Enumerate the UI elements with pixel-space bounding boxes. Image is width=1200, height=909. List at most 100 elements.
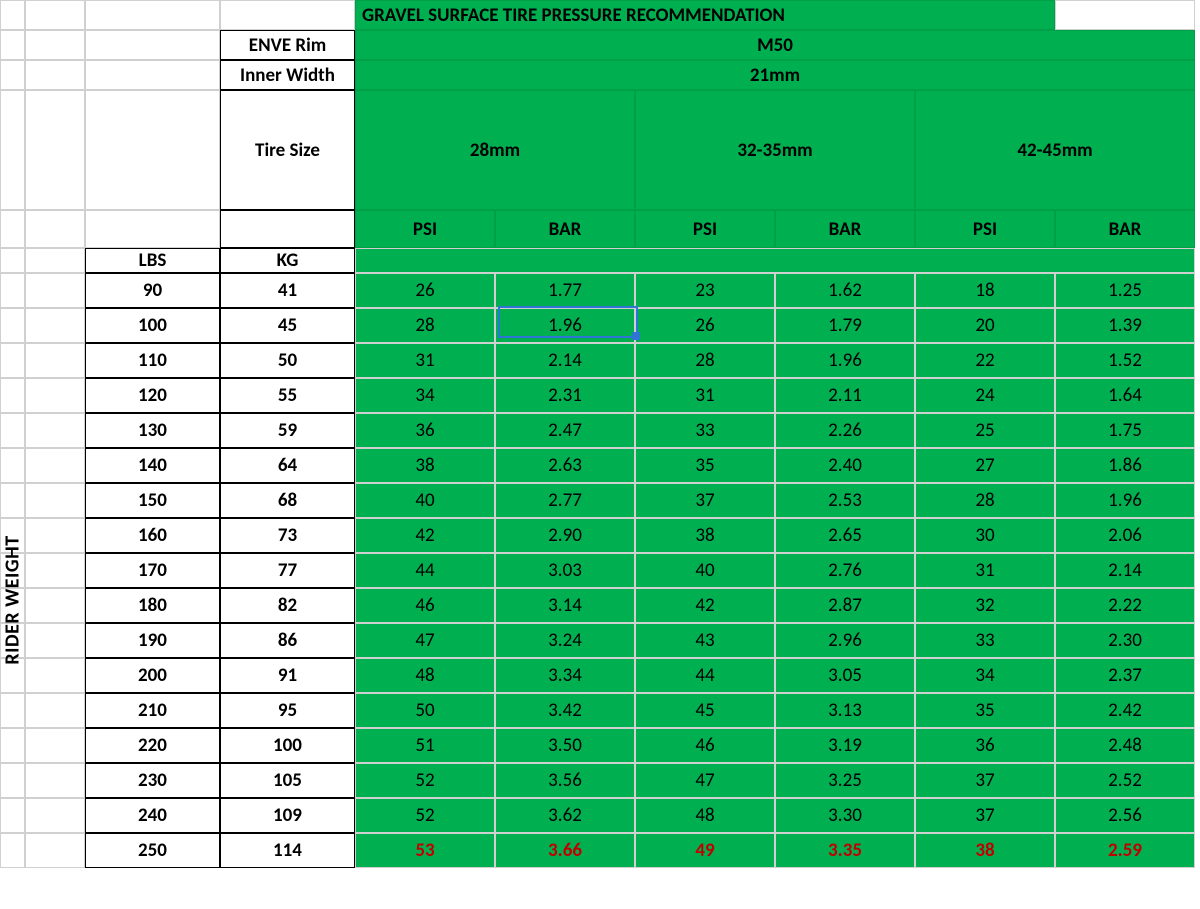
psi-cell[interactable]: 49 bbox=[635, 833, 775, 868]
kg-cell[interactable]: 45 bbox=[220, 308, 355, 343]
bar-cell[interactable]: 3.56 bbox=[495, 763, 635, 798]
blank-cell[interactable] bbox=[25, 378, 85, 413]
kg-cell[interactable]: 77 bbox=[220, 553, 355, 588]
bar-cell[interactable]: 1.52 bbox=[1055, 343, 1195, 378]
bar-cell[interactable]: 3.14 bbox=[495, 588, 635, 623]
psi-cell[interactable]: 20 bbox=[915, 308, 1055, 343]
psi-cell[interactable]: 18 bbox=[915, 273, 1055, 308]
blank-cell[interactable] bbox=[25, 483, 85, 518]
bar-cell[interactable]: 3.66 bbox=[495, 833, 635, 868]
psi-cell[interactable]: 34 bbox=[355, 378, 495, 413]
psi-cell[interactable]: 46 bbox=[635, 728, 775, 763]
kg-cell[interactable]: 50 bbox=[220, 343, 355, 378]
blank-cell[interactable] bbox=[25, 553, 85, 588]
bar-cell[interactable]: 1.96 bbox=[775, 343, 915, 378]
psi-cell[interactable]: 43 bbox=[635, 623, 775, 658]
lbs-cell[interactable]: 190 bbox=[85, 623, 220, 658]
bar-cell[interactable]: 3.05 bbox=[775, 658, 915, 693]
bar-cell[interactable]: 1.62 bbox=[775, 273, 915, 308]
psi-cell[interactable]: 36 bbox=[915, 728, 1055, 763]
lbs-cell[interactable]: 90 bbox=[85, 273, 220, 308]
bar-cell[interactable]: 2.96 bbox=[775, 623, 915, 658]
bar-cell[interactable]: 2.14 bbox=[495, 343, 635, 378]
psi-cell[interactable]: 45 bbox=[635, 693, 775, 728]
bar-cell[interactable]: 2.37 bbox=[1055, 658, 1195, 693]
lbs-cell[interactable]: 150 bbox=[85, 483, 220, 518]
bar-cell[interactable]: 2.77 bbox=[495, 483, 635, 518]
bar-cell[interactable]: 2.56 bbox=[1055, 798, 1195, 833]
bar-cell[interactable]: 2.52 bbox=[1055, 763, 1195, 798]
blank-cell[interactable] bbox=[25, 798, 85, 833]
psi-cell[interactable]: 32 bbox=[915, 588, 1055, 623]
bar-cell[interactable]: 1.39 bbox=[1055, 308, 1195, 343]
kg-cell[interactable]: 109 bbox=[220, 798, 355, 833]
psi-cell[interactable]: 28 bbox=[355, 308, 495, 343]
kg-cell[interactable]: 64 bbox=[220, 448, 355, 483]
lbs-cell[interactable]: 130 bbox=[85, 413, 220, 448]
kg-cell[interactable]: 91 bbox=[220, 658, 355, 693]
bar-cell[interactable]: 3.19 bbox=[775, 728, 915, 763]
psi-cell[interactable]: 38 bbox=[355, 448, 495, 483]
kg-cell[interactable]: 95 bbox=[220, 693, 355, 728]
psi-cell[interactable]: 50 bbox=[355, 693, 495, 728]
psi-cell[interactable]: 51 bbox=[355, 728, 495, 763]
kg-cell[interactable]: 55 bbox=[220, 378, 355, 413]
kg-cell[interactable]: 68 bbox=[220, 483, 355, 518]
psi-cell[interactable]: 47 bbox=[355, 623, 495, 658]
bar-cell[interactable]: 2.48 bbox=[1055, 728, 1195, 763]
psi-cell[interactable]: 42 bbox=[355, 518, 495, 553]
bar-cell[interactable]: 1.25 bbox=[1055, 273, 1195, 308]
bar-cell[interactable]: 2.40 bbox=[775, 448, 915, 483]
psi-cell[interactable]: 31 bbox=[635, 378, 775, 413]
bar-cell[interactable]: 2.26 bbox=[775, 413, 915, 448]
bar-cell[interactable]: 3.50 bbox=[495, 728, 635, 763]
bar-cell[interactable]: 2.59 bbox=[1055, 833, 1195, 868]
lbs-cell[interactable]: 110 bbox=[85, 343, 220, 378]
psi-cell[interactable]: 23 bbox=[635, 273, 775, 308]
blank-cell[interactable] bbox=[25, 413, 85, 448]
blank-cell[interactable] bbox=[25, 308, 85, 343]
psi-cell[interactable]: 26 bbox=[355, 273, 495, 308]
psi-cell[interactable]: 48 bbox=[355, 658, 495, 693]
bar-cell[interactable]: 2.87 bbox=[775, 588, 915, 623]
blank-cell[interactable] bbox=[25, 763, 85, 798]
bar-cell[interactable]: 3.25 bbox=[775, 763, 915, 798]
bar-cell[interactable]: 2.90 bbox=[495, 518, 635, 553]
bar-cell[interactable]: 2.63 bbox=[495, 448, 635, 483]
bar-cell[interactable]: 1.77 bbox=[495, 273, 635, 308]
bar-cell[interactable]: 1.64 bbox=[1055, 378, 1195, 413]
blank-cell[interactable] bbox=[25, 448, 85, 483]
psi-cell[interactable]: 40 bbox=[635, 553, 775, 588]
psi-cell[interactable]: 48 bbox=[635, 798, 775, 833]
psi-cell[interactable]: 28 bbox=[915, 483, 1055, 518]
bar-cell[interactable]: 1.96 bbox=[1055, 483, 1195, 518]
psi-cell[interactable]: 25 bbox=[915, 413, 1055, 448]
psi-cell[interactable]: 38 bbox=[635, 518, 775, 553]
bar-cell[interactable]: 2.11 bbox=[775, 378, 915, 413]
kg-cell[interactable]: 59 bbox=[220, 413, 355, 448]
lbs-cell[interactable]: 240 bbox=[85, 798, 220, 833]
bar-cell[interactable]: 2.42 bbox=[1055, 693, 1195, 728]
bar-cell[interactable]: 1.79 bbox=[775, 308, 915, 343]
psi-cell[interactable]: 31 bbox=[915, 553, 1055, 588]
psi-cell[interactable]: 37 bbox=[635, 483, 775, 518]
bar-cell[interactable]: 2.76 bbox=[775, 553, 915, 588]
psi-cell[interactable]: 37 bbox=[915, 798, 1055, 833]
lbs-cell[interactable]: 250 bbox=[85, 833, 220, 868]
psi-cell[interactable]: 40 bbox=[355, 483, 495, 518]
psi-cell[interactable]: 42 bbox=[635, 588, 775, 623]
psi-cell[interactable]: 44 bbox=[635, 658, 775, 693]
lbs-cell[interactable]: 120 bbox=[85, 378, 220, 413]
kg-cell[interactable]: 105 bbox=[220, 763, 355, 798]
psi-cell[interactable]: 36 bbox=[355, 413, 495, 448]
bar-cell[interactable]: 1.75 bbox=[1055, 413, 1195, 448]
psi-cell[interactable]: 34 bbox=[915, 658, 1055, 693]
blank-cell[interactable] bbox=[25, 343, 85, 378]
bar-cell[interactable]: 2.65 bbox=[775, 518, 915, 553]
kg-cell[interactable]: 41 bbox=[220, 273, 355, 308]
psi-cell[interactable]: 53 bbox=[355, 833, 495, 868]
lbs-cell[interactable]: 140 bbox=[85, 448, 220, 483]
psi-cell[interactable]: 30 bbox=[915, 518, 1055, 553]
lbs-cell[interactable]: 160 bbox=[85, 518, 220, 553]
bar-cell[interactable]: 2.06 bbox=[1055, 518, 1195, 553]
